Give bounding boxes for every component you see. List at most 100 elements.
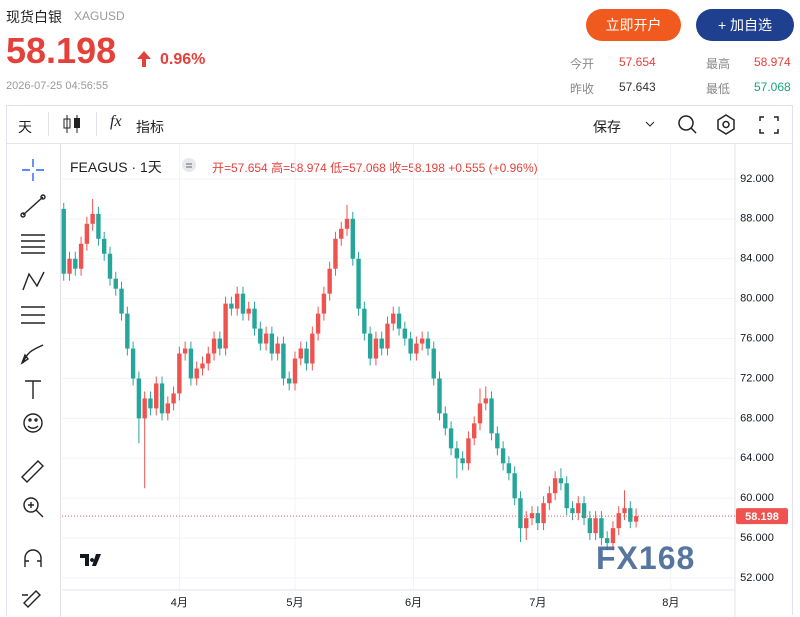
price-tag: 58.198: [745, 511, 779, 523]
candle-body: [130, 348, 136, 379]
save-button[interactable]: 保存: [593, 119, 621, 135]
candle-body: [333, 238, 338, 269]
interval-button[interactable]: 天: [18, 119, 32, 135]
drawing-tools[interactable]: [18, 155, 48, 615]
x-tick-label: 8月: [662, 597, 679, 609]
candle-body: [310, 333, 315, 364]
divider: [96, 112, 97, 136]
candle-body: [194, 368, 199, 379]
candle-body: [628, 508, 633, 522]
candle-body: [396, 313, 402, 329]
change: 0.96%: [160, 51, 206, 68]
candle-body: [622, 508, 627, 514]
candle-body: [90, 213, 95, 224]
candle-body: [327, 268, 332, 294]
indicators-button[interactable]: 指标: [136, 119, 164, 135]
candle-body: [489, 398, 494, 434]
toolbar-icons[interactable]: [676, 113, 786, 135]
watermark: FX168: [596, 540, 696, 576]
chart-frame: [6, 105, 793, 615]
candle-body: [535, 513, 540, 524]
tv-logo: [74, 545, 110, 573]
toolbar-divider: [6, 143, 793, 144]
divider: [60, 144, 61, 617]
candle-body: [321, 293, 327, 314]
stat-value: 58.974: [754, 55, 791, 69]
legend-symbol: FEAGUS · 1天: [70, 159, 162, 175]
candle-body: [391, 313, 396, 324]
y-tick-label: 68.000: [740, 412, 774, 424]
candle-body: [182, 348, 188, 354]
candle-body: [125, 313, 130, 349]
code: XAGUSD: [74, 9, 125, 23]
candle-body: [298, 348, 303, 359]
legend-item: 高=58.974: [271, 161, 327, 175]
stat-value: 57.654: [619, 55, 656, 69]
candle-body: [379, 338, 384, 349]
candle-body: [154, 383, 159, 409]
candle-body: [350, 218, 355, 259]
candle-body: [558, 478, 564, 484]
candle-body: [142, 398, 147, 419]
y-tick-label: 76.000: [740, 332, 774, 344]
y-tick-label: 92.000: [740, 173, 774, 185]
candle-body: [616, 513, 621, 529]
stat-value: 57.068: [754, 80, 791, 94]
x-tick-label: 5月: [286, 597, 303, 609]
candle-body: [281, 343, 286, 379]
candle-body: [512, 473, 517, 499]
candle-body: [431, 348, 436, 379]
candle-body: [506, 463, 512, 474]
divider: [48, 112, 49, 136]
candle-body: [315, 313, 321, 334]
fx-icon: fx: [110, 113, 122, 130]
candle-body: [84, 223, 90, 244]
x-tick-label: 4月: [171, 597, 188, 609]
candle-type-button[interactable]: [62, 113, 82, 135]
candle-body: [593, 518, 598, 534]
candle-body: [356, 258, 361, 309]
candle-body: [217, 338, 223, 349]
watchlist-button[interactable]: + 加自选: [696, 9, 794, 41]
candle-body: [107, 253, 113, 279]
candle-body: [466, 438, 471, 464]
candle-body: [604, 538, 610, 544]
candle-body: [344, 218, 350, 229]
candle-body: [177, 353, 182, 394]
candle-body: [269, 333, 275, 354]
y-tick-label: 56.000: [740, 532, 774, 544]
candle-body: [102, 238, 107, 254]
candle-body: [165, 403, 170, 414]
candle-body: [610, 528, 616, 544]
legend-values: 开=57.654 高=58.974 低=57.068 收=58.198 +0.5…: [212, 159, 538, 176]
y-tick-label: 60.000: [740, 492, 774, 504]
candle-body: [460, 458, 465, 464]
collapse-icon[interactable]: [181, 157, 197, 173]
title: 现货白银: [6, 9, 62, 25]
candle-body: [229, 303, 234, 309]
candle-body: [287, 378, 292, 384]
candle-body: [96, 213, 101, 239]
candle-body: [367, 333, 373, 359]
stat-label: 最低: [706, 82, 731, 96]
candle-body: [258, 328, 263, 344]
up-arrow: [137, 51, 151, 67]
candle-body: [576, 503, 581, 514]
legend-item: 收=58.198: [389, 161, 445, 175]
candle-body: [263, 333, 269, 344]
y-tick-label: 88.000: [740, 213, 774, 225]
open-account-button[interactable]: 立即开户: [586, 9, 681, 41]
candle-body: [252, 308, 257, 329]
candle-body: [234, 293, 240, 309]
candle-body: [529, 513, 535, 519]
candle-body: [454, 448, 460, 459]
y-tick-label: 64.000: [740, 452, 774, 464]
candle-body: [385, 323, 390, 349]
candle-body: [408, 338, 413, 354]
candle-body: [437, 378, 442, 414]
timestamp: 2026-07-25 04:56:55: [6, 80, 109, 92]
y-tick-label: 52.000: [740, 572, 774, 584]
candle-body: [419, 338, 425, 344]
